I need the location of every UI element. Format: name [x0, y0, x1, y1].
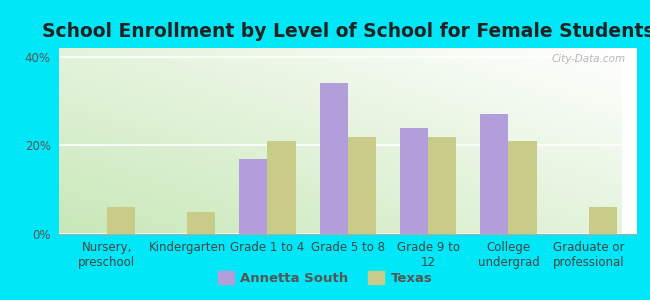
Bar — [508, 141, 536, 234]
Bar — [589, 207, 617, 234]
Title: School Enrollment by Level of School for Female Students: School Enrollment by Level of School for… — [42, 22, 650, 41]
Text: City-Data.com: City-Data.com — [551, 54, 625, 64]
Bar — [348, 136, 376, 234]
Bar — [400, 128, 428, 234]
Bar — [320, 83, 348, 234]
Bar — [480, 114, 508, 234]
Legend: Annetta South, Texas: Annetta South, Texas — [213, 266, 437, 290]
Bar — [267, 141, 296, 234]
Bar — [107, 207, 135, 234]
Bar — [428, 136, 456, 234]
Bar — [187, 212, 215, 234]
Bar — [239, 159, 267, 234]
